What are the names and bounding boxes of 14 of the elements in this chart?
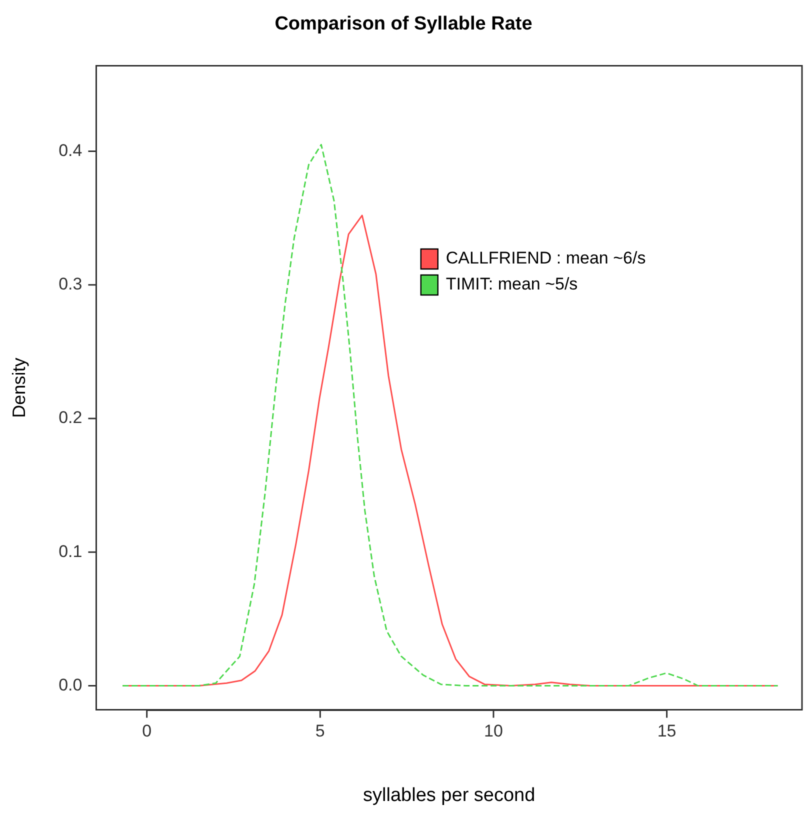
y-tick-label: 0.0	[58, 675, 82, 694]
legend-label: TIMIT: mean ~5/s	[446, 274, 578, 294]
y-tick-label: 0.1	[58, 542, 82, 561]
x-tick-label: 5	[315, 722, 325, 741]
y-tick-label: 0.3	[58, 274, 82, 294]
x-tick-label: 10	[484, 722, 503, 741]
x-tick-label: 0	[142, 722, 152, 741]
y-axis-title: Density	[8, 358, 29, 418]
x-tick-label: 15	[657, 722, 676, 741]
x-axis-title: syllables per second	[363, 784, 536, 806]
chart-title: Comparison of Syllable Rate	[274, 14, 532, 35]
y-tick-label: 0.2	[58, 408, 82, 428]
legend-label: CALLFRIEND : mean ~6/s	[446, 248, 646, 268]
y-tick-label: 0.4	[58, 141, 82, 160]
